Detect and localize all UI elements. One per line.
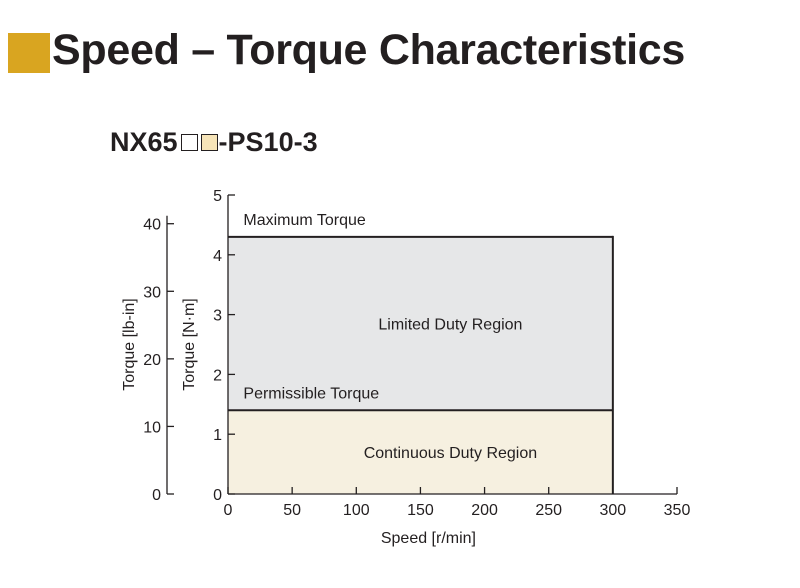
model-heading: NX65 -PS10-3: [110, 124, 318, 160]
secondary-y-axis-label: Torque [lb-in]: [121, 298, 138, 391]
x-tick-label: 150: [407, 502, 434, 519]
y-axis-label: Torque [N·m]: [181, 298, 198, 390]
permissible-torque-label: Permissible Torque: [243, 385, 379, 402]
x-tick-label: 100: [343, 502, 370, 519]
limited-duty-region: [228, 236, 613, 411]
y-tick-label: 3: [213, 308, 222, 325]
x-tick-label: 250: [535, 502, 562, 519]
page-title: Speed – Torque Characteristics: [52, 26, 686, 74]
y-tick-label: 5: [213, 188, 222, 205]
x-tick-label: 0: [224, 502, 233, 519]
y-tick-label: 1: [213, 427, 222, 444]
secondary-y-tick-label: 40: [143, 217, 161, 234]
model-prefix: NX65: [110, 127, 178, 157]
x-tick-label: 350: [664, 502, 691, 519]
secondary-y-tick-label: 0: [152, 487, 161, 504]
model-suffix: -PS10-3: [218, 127, 318, 157]
secondary-y-tick-label: 20: [143, 352, 161, 369]
y-tick-label: 2: [213, 367, 222, 384]
maximum-torque-label: Maximum Torque: [243, 212, 366, 229]
x-tick-label: 300: [600, 502, 627, 519]
x-tick-label: 200: [471, 502, 498, 519]
y-tick-label: 4: [213, 248, 222, 265]
secondary-y-tick-label: 30: [143, 284, 161, 301]
header-accent-square: [8, 33, 50, 73]
x-axis-label: Speed [r/min]: [381, 530, 476, 547]
limited-duty-region-label: Limited Duty Region: [378, 317, 522, 334]
continuous-duty-region-label: Continuous Duty Region: [364, 445, 537, 462]
secondary-y-tick-label: 10: [143, 419, 161, 436]
x-tick-label: 50: [283, 502, 301, 519]
y-tick-label: 0: [213, 487, 222, 504]
model-option-box-2: [200, 133, 218, 151]
continuous-duty-region: [228, 410, 613, 494]
model-option-box-1: [180, 133, 198, 151]
